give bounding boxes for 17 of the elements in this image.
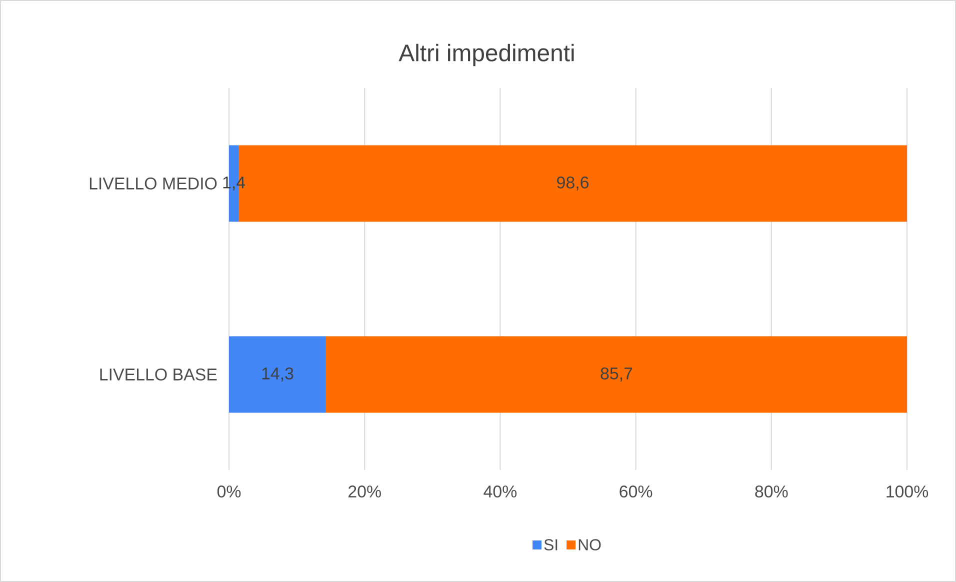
x-tick-label: 0% bbox=[217, 486, 241, 498]
legend-label: SI bbox=[544, 539, 558, 550]
chart-title: Altri impedimenti bbox=[398, 44, 574, 66]
x-tick-label: 20% bbox=[348, 486, 381, 498]
data-label: 98,6 bbox=[557, 176, 588, 190]
bar bbox=[229, 336, 326, 413]
y-tick-label: LIVELLO BASE bbox=[100, 368, 217, 380]
x-tick-label: 80% bbox=[755, 486, 788, 498]
x-tick-label: 40% bbox=[484, 486, 517, 498]
y-tick-label: LIVELLO MEDIO bbox=[90, 177, 217, 190]
x-tick-label: 60% bbox=[620, 486, 652, 498]
bar bbox=[326, 336, 908, 413]
x-tick-label: 100% bbox=[886, 486, 928, 498]
data-label: 1,4 bbox=[223, 176, 246, 190]
data-label: 85,7 bbox=[600, 367, 632, 382]
data-label: 14,3 bbox=[262, 367, 294, 382]
legend-label: NO bbox=[578, 539, 601, 550]
